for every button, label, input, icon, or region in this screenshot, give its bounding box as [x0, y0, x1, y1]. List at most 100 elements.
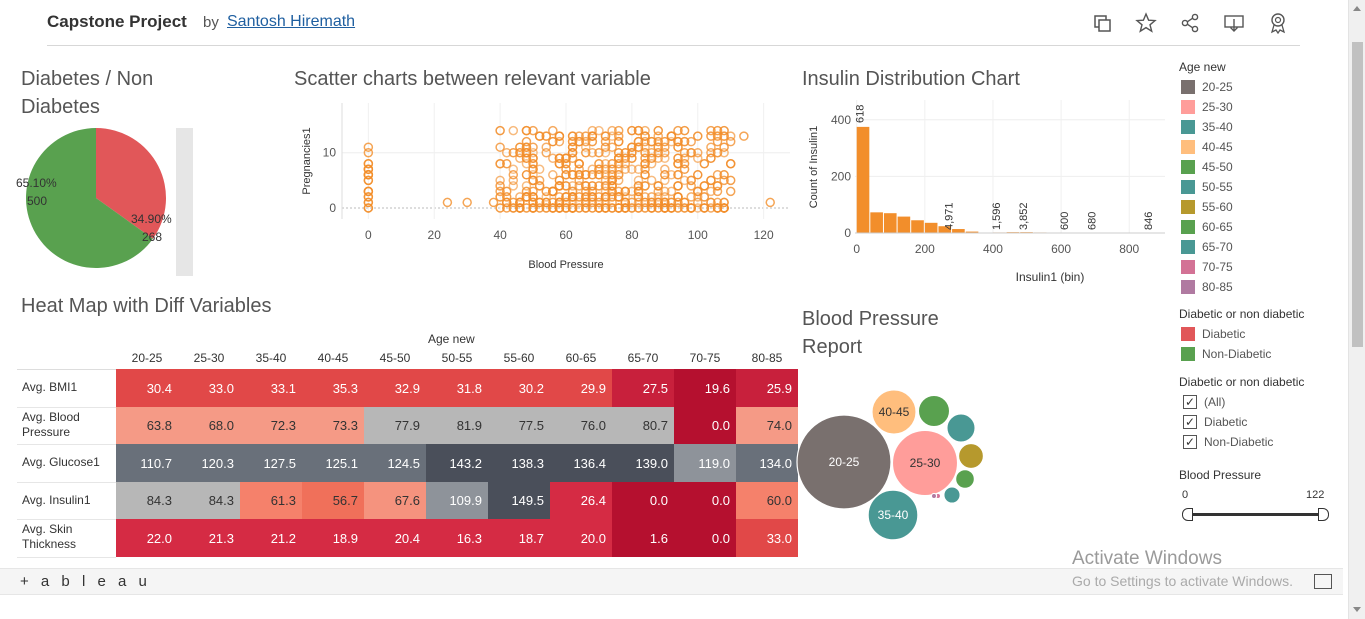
heatmap-cell[interactable]: 0.0	[612, 481, 674, 520]
bubble[interactable]	[867, 489, 919, 541]
bp-slider-min-handle[interactable]	[1182, 508, 1193, 521]
insulin-bar[interactable]	[897, 216, 911, 233]
heatmap-cell[interactable]: 20.0	[550, 519, 612, 557]
insulin-bar[interactable]	[883, 213, 897, 233]
heatmap-cell[interactable]: 143.2	[426, 444, 488, 482]
diabetic-legend-item[interactable]: Non-Diabetic	[1181, 347, 1331, 363]
share-icon[interactable]	[1179, 12, 1201, 34]
scroll-thumb[interactable]	[1352, 42, 1363, 347]
heatmap-cell[interactable]: 67.6	[364, 481, 426, 520]
age-legend-item[interactable]: 80-85	[1181, 280, 1331, 296]
heatmap-cell[interactable]: 19.6	[674, 369, 736, 407]
heatmap-cell[interactable]: 84.3	[116, 481, 178, 520]
bubble[interactable]	[946, 413, 976, 443]
heatmap-cell[interactable]: 81.9	[426, 406, 488, 445]
age-legend-item[interactable]: 35-40	[1181, 120, 1331, 136]
heatmap-cell[interactable]: 18.7	[488, 519, 550, 557]
fullscreen-icon[interactable]	[1314, 574, 1332, 589]
scatter-chart[interactable]: 0 20 40 60 80 100 120 0 10 Blood Pressure Pregnanc…	[290, 95, 800, 280]
heatmap-cell[interactable]: 110.7	[116, 444, 178, 482]
heatmap-cell[interactable]: 21.2	[240, 519, 302, 557]
bp-slider-track[interactable]	[1187, 513, 1324, 516]
age-legend-item[interactable]: 50-55	[1181, 180, 1331, 196]
insulin-bar[interactable]	[911, 220, 924, 233]
pie-slice-diabetic[interactable]	[96, 128, 166, 239]
heatmap-cell[interactable]: 33.1	[240, 369, 302, 407]
heatmap-cell[interactable]: 72.3	[240, 406, 302, 445]
bp-slider-max-handle[interactable]	[1318, 508, 1329, 521]
heatmap-cell[interactable]: 16.3	[426, 519, 488, 557]
bubble[interactable]	[917, 394, 951, 428]
age-legend-item[interactable]: 40-45	[1181, 140, 1331, 156]
download-icon[interactable]	[1223, 12, 1245, 34]
bubble[interactable]	[891, 429, 959, 497]
pie-scrollbar[interactable]	[176, 128, 193, 276]
heatmap-cell[interactable]: 76.0	[550, 406, 612, 445]
heatmap-cell[interactable]: 35.3	[302, 369, 364, 407]
heatmap-cell[interactable]: 33.0	[178, 369, 240, 407]
heatmap-cell[interactable]: 124.5	[364, 444, 426, 482]
author-link[interactable]: Santosh Hiremath	[227, 13, 356, 30]
badge-icon[interactable]	[1267, 12, 1289, 35]
insulin-bar[interactable]	[938, 226, 952, 233]
heatmap-cell[interactable]: 0.0	[674, 481, 736, 520]
diabetic-filter-option[interactable]: ✓ Diabetic	[1183, 415, 1333, 431]
insulin-bar[interactable]	[856, 126, 870, 233]
age-legend-item[interactable]: 45-50	[1181, 160, 1331, 176]
age-legend-item[interactable]: 25-30	[1181, 100, 1331, 116]
heatmap-cell[interactable]: 77.5	[488, 406, 550, 445]
age-legend-item[interactable]: 60-65	[1181, 220, 1331, 236]
heatmap-cell[interactable]: 21.3	[178, 519, 240, 557]
pie-chart[interactable]: 34.90% 268 65.10% 500	[0, 120, 200, 295]
heatmap-cell[interactable]: 31.8	[426, 369, 488, 407]
diabetic-legend-item[interactable]: Diabetic	[1181, 327, 1331, 343]
heatmap-cell[interactable]: 138.3	[488, 444, 550, 482]
heatmap-cell[interactable]: 74.0	[736, 406, 798, 445]
scroll-down-arrow-icon[interactable]	[1353, 607, 1361, 612]
heatmap-cell[interactable]: 29.9	[550, 369, 612, 407]
heatmap-cell[interactable]: 73.3	[302, 406, 364, 445]
duplicate-icon[interactable]	[1091, 12, 1113, 34]
insulin-bar[interactable]	[965, 231, 979, 233]
heatmap-cell[interactable]: 20.4	[364, 519, 426, 557]
heatmap-cell[interactable]: 18.9	[302, 519, 364, 557]
tableau-logo[interactable]: + a b l e a u	[20, 573, 151, 590]
insulin-bar[interactable]	[924, 222, 938, 233]
insulin-bar[interactable]	[952, 229, 965, 233]
heatmap-cell[interactable]: 68.0	[178, 406, 240, 445]
age-legend-item[interactable]: 70-75	[1181, 260, 1331, 276]
heatmap-cell[interactable]: 0.0	[674, 519, 736, 557]
heatmap-cell[interactable]: 1.6	[612, 519, 674, 557]
heatmap-cell[interactable]: 33.0	[736, 519, 798, 557]
checkbox-icon[interactable]: ✓	[1183, 435, 1197, 449]
age-legend-item[interactable]: 20-25	[1181, 80, 1331, 96]
heatmap-cell[interactable]: 30.2	[488, 369, 550, 407]
heatmap-cell[interactable]: 63.8	[116, 406, 178, 445]
bubble[interactable]	[957, 442, 985, 470]
heatmap-cell[interactable]: 60.0	[736, 481, 798, 520]
scroll-up-arrow-icon[interactable]	[1353, 6, 1361, 11]
bubble-chart[interactable]: 20-25 25-30 40-45 35-40	[795, 380, 995, 545]
heatmap-cell[interactable]: 26.4	[550, 481, 612, 520]
heatmap-cell[interactable]: 25.9	[736, 369, 798, 407]
heatmap-cell[interactable]: 119.0	[674, 444, 736, 482]
heatmap-cell[interactable]: 56.7	[302, 481, 364, 520]
bubble[interactable]	[871, 389, 917, 435]
favorite-star-icon[interactable]	[1135, 12, 1157, 34]
heatmap-cell[interactable]: 120.3	[178, 444, 240, 482]
heatmap-cell[interactable]: 125.1	[302, 444, 364, 482]
diabetic-filter-option[interactable]: ✓ Non-Diabetic	[1183, 435, 1333, 451]
pie-slice-non-diabetic[interactable]	[25, 128, 153, 268]
heatmap-cell[interactable]: 32.9	[364, 369, 426, 407]
checkbox-icon[interactable]: ✓	[1183, 395, 1197, 409]
age-legend-item[interactable]: 55-60	[1181, 200, 1331, 216]
bubble[interactable]	[943, 486, 961, 504]
heatmap-cell[interactable]: 80.7	[612, 406, 674, 445]
diabetic-filter-option[interactable]: ✓ (All)	[1183, 395, 1333, 411]
bubble[interactable]	[930, 492, 938, 500]
insulin-bar[interactable]	[870, 212, 883, 233]
bubble[interactable]	[955, 468, 976, 489]
age-legend-item[interactable]: 65-70	[1181, 240, 1331, 256]
heatmap-cell[interactable]: 84.3	[178, 481, 240, 520]
heatmap-cell[interactable]: 134.0	[736, 444, 798, 482]
